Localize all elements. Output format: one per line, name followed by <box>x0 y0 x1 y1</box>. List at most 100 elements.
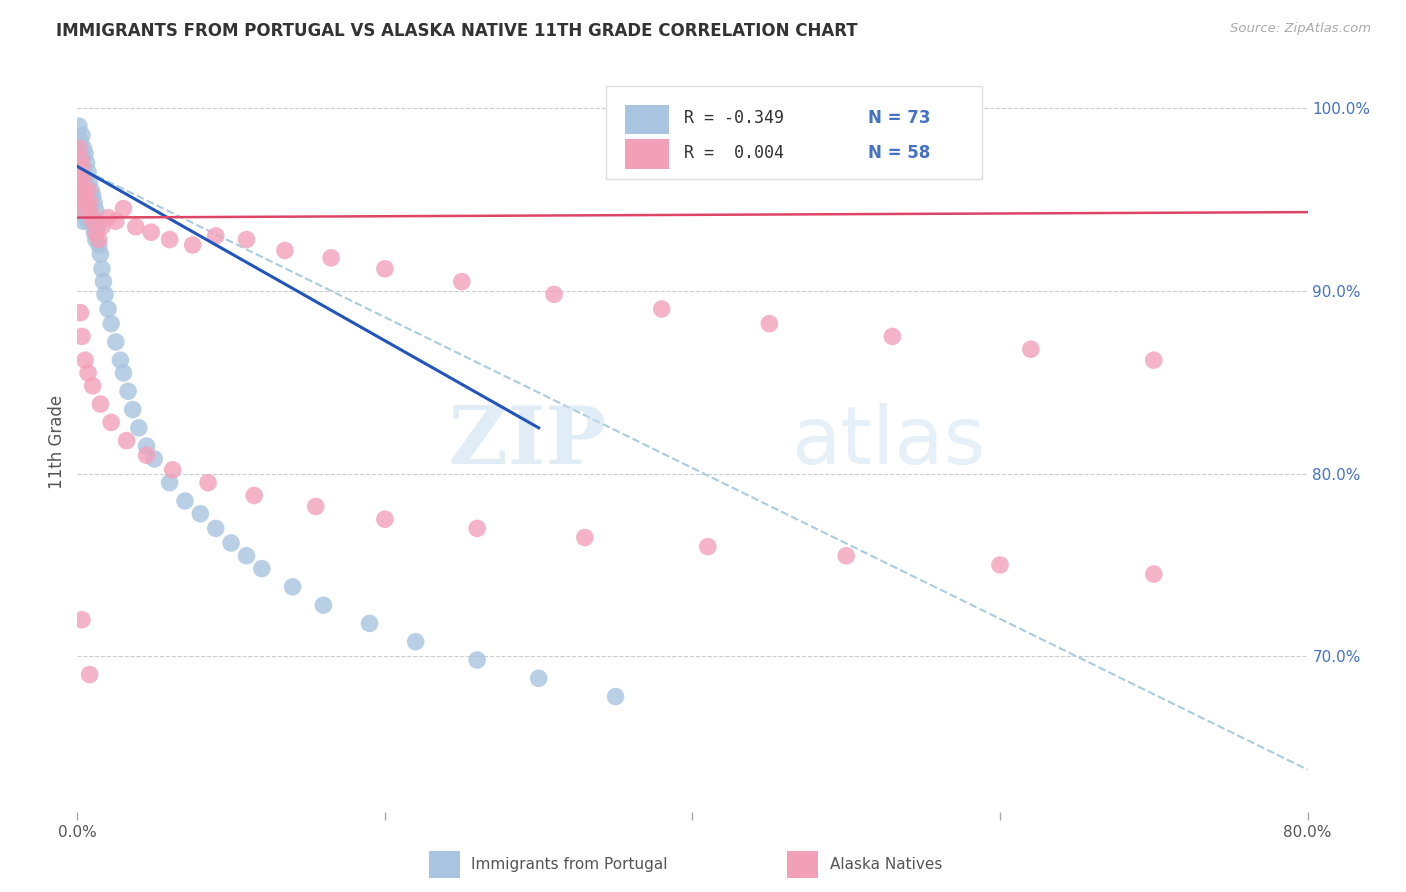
Point <box>72 214 94 228</box>
Point <box>80 207 103 221</box>
Point <box>162 463 184 477</box>
Point <box>250 561 273 575</box>
Point <box>82 214 104 228</box>
Point <box>121 402 143 417</box>
Point <box>70 160 93 174</box>
Point <box>115 434 138 448</box>
Point <box>73 183 96 197</box>
Point <box>100 415 122 429</box>
Point <box>90 219 114 234</box>
Point <box>174 494 197 508</box>
Point <box>73 146 96 161</box>
Text: R = -0.349: R = -0.349 <box>683 109 783 127</box>
Point <box>197 475 219 490</box>
Text: Immigrants from Portugal: Immigrants from Portugal <box>471 857 668 871</box>
Point <box>69 160 91 174</box>
Point <box>465 521 488 535</box>
Point <box>235 549 257 563</box>
Point <box>219 536 242 550</box>
Point <box>77 183 100 197</box>
Point <box>77 366 100 380</box>
Point <box>83 225 105 239</box>
Point <box>159 475 181 490</box>
Point <box>89 247 111 261</box>
Text: R =  0.004: R = 0.004 <box>683 144 783 161</box>
Point <box>281 580 304 594</box>
Point <box>84 233 107 247</box>
Point <box>135 448 157 462</box>
Point <box>72 165 94 179</box>
Text: N = 58: N = 58 <box>869 144 931 161</box>
Point <box>87 238 110 252</box>
Point <box>188 507 212 521</box>
Point <box>69 152 91 166</box>
Text: Alaska Natives: Alaska Natives <box>830 857 942 871</box>
Point <box>79 174 101 188</box>
Point <box>84 225 107 239</box>
Point <box>117 384 139 399</box>
Point <box>450 275 472 289</box>
Point <box>82 188 104 202</box>
Point <box>319 251 342 265</box>
Point <box>696 540 718 554</box>
Point <box>69 183 91 197</box>
Point <box>758 317 780 331</box>
Point <box>69 306 91 320</box>
Point <box>69 134 91 148</box>
Point <box>141 225 163 239</box>
Point <box>67 170 90 185</box>
Point <box>1019 343 1042 357</box>
Point <box>93 275 115 289</box>
Point <box>70 613 93 627</box>
Point <box>76 196 98 211</box>
Point <box>143 451 166 466</box>
Point <box>67 141 90 155</box>
Point <box>76 183 98 197</box>
Point <box>204 521 226 535</box>
Text: Source: ZipAtlas.com: Source: ZipAtlas.com <box>1230 22 1371 36</box>
FancyBboxPatch shape <box>606 87 981 178</box>
Point <box>69 188 91 202</box>
Point <box>104 334 127 349</box>
Point <box>79 667 101 681</box>
Point <box>79 202 101 216</box>
Point <box>89 397 111 411</box>
Point <box>83 196 105 211</box>
Point <box>405 634 427 648</box>
Point <box>110 353 132 368</box>
Point <box>374 512 396 526</box>
Point <box>72 192 94 206</box>
Point <box>70 202 93 216</box>
FancyBboxPatch shape <box>624 104 669 135</box>
Point <box>574 531 596 545</box>
Text: N = 73: N = 73 <box>869 109 931 127</box>
Point <box>84 203 107 218</box>
Point <box>112 202 135 216</box>
Point <box>1143 353 1166 368</box>
Point <box>125 219 148 234</box>
Point <box>1143 567 1166 582</box>
Point <box>80 211 103 225</box>
Point <box>67 146 90 161</box>
Point <box>104 214 127 228</box>
Point <box>86 219 108 234</box>
Point <box>243 488 266 502</box>
Point <box>70 178 93 192</box>
Y-axis label: 11th Grade: 11th Grade <box>48 394 66 489</box>
Point <box>97 301 120 316</box>
Point <box>305 500 328 514</box>
Point <box>543 287 565 301</box>
Point <box>87 233 110 247</box>
Point <box>274 244 297 258</box>
Point <box>374 261 396 276</box>
Point <box>312 598 335 612</box>
Point <box>97 211 120 225</box>
Point <box>70 329 93 343</box>
FancyBboxPatch shape <box>624 139 669 169</box>
Point <box>73 174 96 188</box>
Point <box>73 202 96 216</box>
Point <box>112 366 135 380</box>
Point <box>465 653 488 667</box>
Point <box>359 616 381 631</box>
Point <box>80 183 103 197</box>
